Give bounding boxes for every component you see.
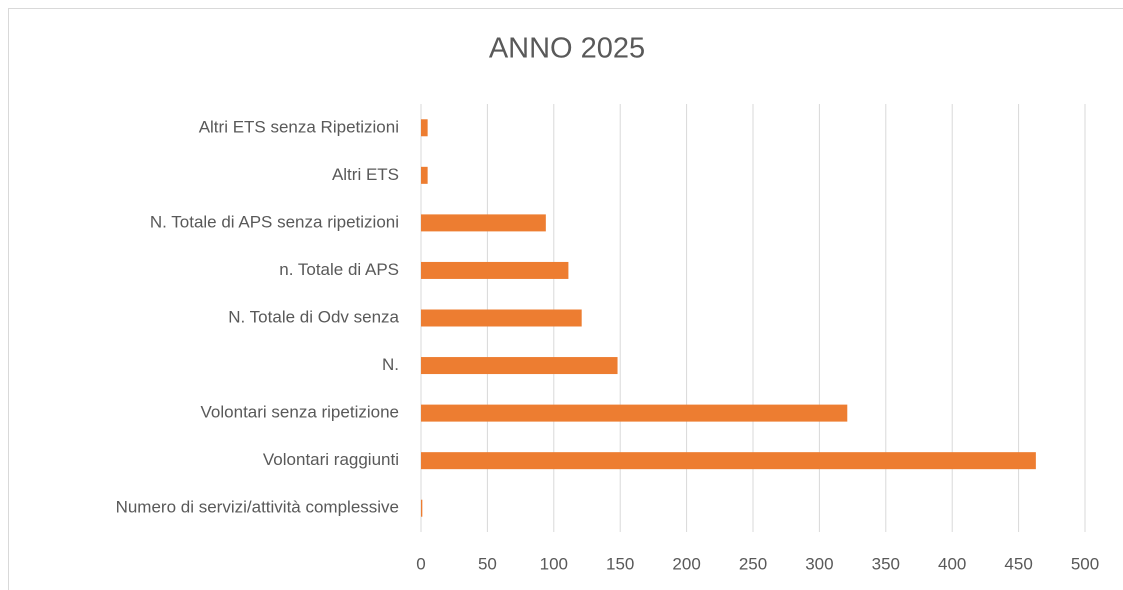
x-tick-label: 400 [938,554,966,573]
x-tick-label: 100 [540,554,568,573]
y-tick-label: N. [382,355,399,374]
x-tick-label: 150 [606,554,634,573]
y-tick-label: N. Totale di Odv senza [228,307,399,326]
chart-title: ANNO 2025 [489,33,645,65]
bar [421,404,848,422]
bar [421,261,569,279]
bar [421,452,1036,470]
bar [421,119,428,137]
bar [421,166,428,184]
y-tick-label: Numero di servizi/attività complessive [116,498,399,517]
y-tick-label: Altri ETS senza Ripetizioni [199,117,399,136]
y-tick-label: N. Totale di APS senza ripetizioni [150,212,399,231]
x-tick-label: 200 [672,554,700,573]
x-tick-label: 350 [872,554,900,573]
bar [421,499,423,517]
bar [421,357,618,375]
y-tick-label: Altri ETS [332,165,399,184]
y-tick-label: Volontari raggiunti [263,450,399,469]
y-tick-label: Volontari senza ripetizione [201,403,399,422]
bar [421,214,546,232]
x-tick-label: 500 [1071,554,1099,573]
y-tick-label: n. Totale di APS [279,260,399,279]
x-tick-label: 0 [416,554,425,573]
chart-border [8,8,1123,590]
x-tick-label: 300 [805,554,833,573]
x-tick-label: 450 [1004,554,1032,573]
x-tick-label: 50 [478,554,497,573]
bar [421,309,582,327]
x-tick-label: 250 [739,554,767,573]
